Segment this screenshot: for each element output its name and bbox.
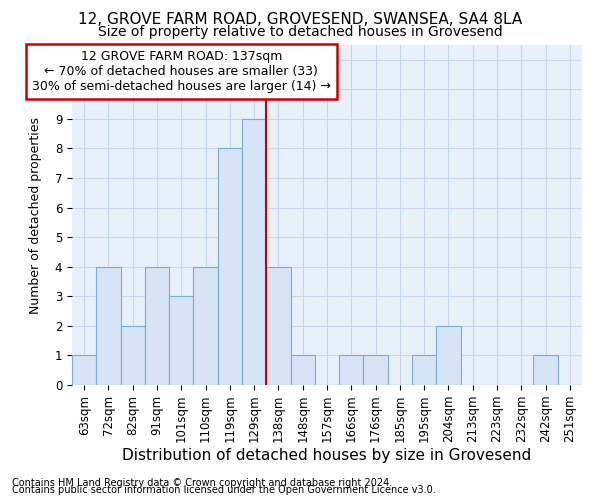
Text: Contains HM Land Registry data © Crown copyright and database right 2024.: Contains HM Land Registry data © Crown c… — [12, 478, 392, 488]
Bar — [169, 296, 193, 385]
Text: Contains public sector information licensed under the Open Government Licence v3: Contains public sector information licen… — [12, 485, 436, 495]
Y-axis label: Number of detached properties: Number of detached properties — [29, 116, 42, 314]
Text: Size of property relative to detached houses in Grovesend: Size of property relative to detached ho… — [98, 25, 502, 39]
Bar — [218, 148, 242, 385]
Bar — [436, 326, 461, 385]
Bar — [242, 119, 266, 385]
Bar — [121, 326, 145, 385]
Bar — [533, 356, 558, 385]
Bar — [72, 356, 96, 385]
Bar — [96, 266, 121, 385]
Text: 12, GROVE FARM ROAD, GROVESEND, SWANSEA, SA4 8LA: 12, GROVE FARM ROAD, GROVESEND, SWANSEA,… — [78, 12, 522, 28]
Bar — [339, 356, 364, 385]
Text: 12 GROVE FARM ROAD: 137sqm
← 70% of detached houses are smaller (33)
30% of semi: 12 GROVE FARM ROAD: 137sqm ← 70% of deta… — [32, 50, 331, 93]
Bar — [412, 356, 436, 385]
X-axis label: Distribution of detached houses by size in Grovesend: Distribution of detached houses by size … — [122, 448, 532, 463]
Bar — [145, 266, 169, 385]
Bar — [364, 356, 388, 385]
Bar — [266, 266, 290, 385]
Bar — [193, 266, 218, 385]
Bar — [290, 356, 315, 385]
